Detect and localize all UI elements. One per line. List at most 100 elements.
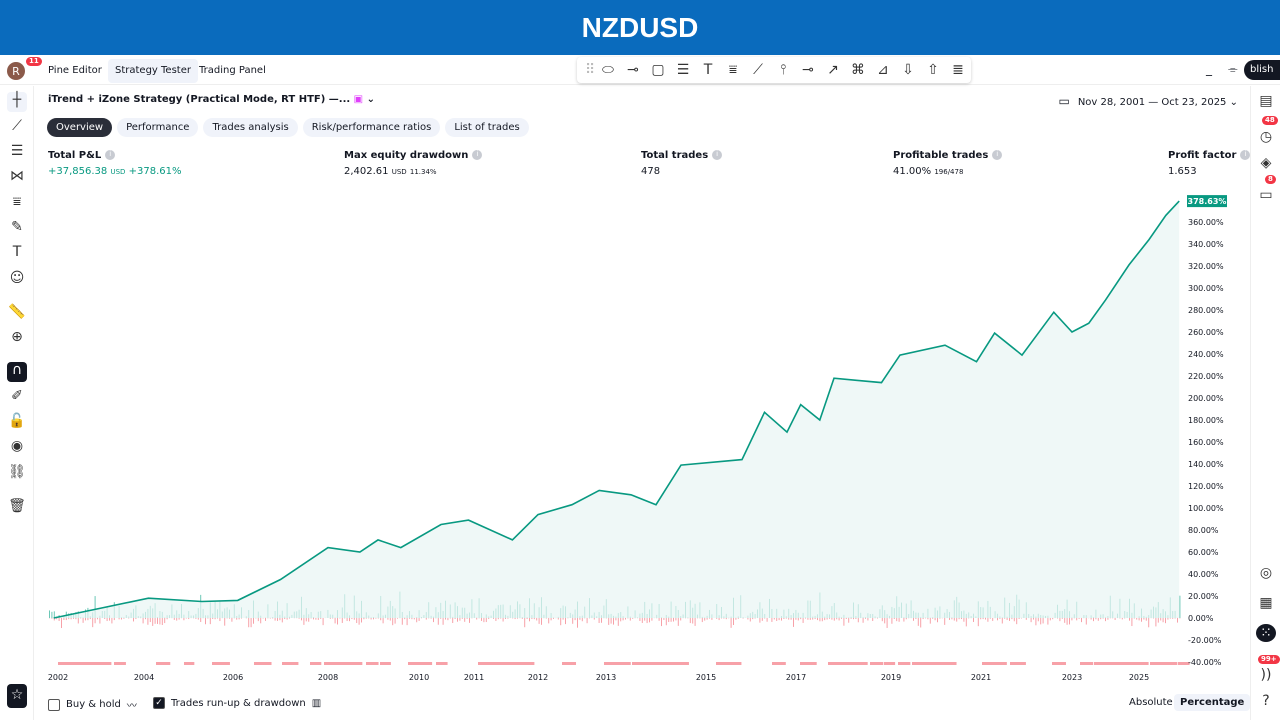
tab-trading-panel[interactable]: Trading Panel <box>199 65 266 76</box>
lock-icon[interactable]: 🔓 <box>8 413 26 429</box>
drawdown-bar <box>1133 618 1135 619</box>
info-icon[interactable]: i <box>472 150 483 160</box>
layers-icon[interactable]: ◈ <box>1260 155 1272 171</box>
chat-icon[interactable]: ▭ <box>1259 187 1273 203</box>
ellipse-icon[interactable]: ⬭ <box>602 62 614 78</box>
drawdown-bar <box>730 618 732 628</box>
text-icon[interactable]: T <box>703 62 713 78</box>
alerts-icon[interactable]: ◷ <box>1259 129 1273 145</box>
signal-icon[interactable]: )) <box>1260 667 1272 683</box>
drawdown-period <box>478 662 493 665</box>
left-toolbar: ┼ ⟋ ☰ ⋈ ⩸ ✎ T ☺ 📏 ⊕ ∩ ✐ 🔓 ◉ ⛓ 🗑 ☆ <box>0 86 34 720</box>
maximize-button[interactable]: ⌯ <box>1228 62 1238 76</box>
drawdown-bar <box>661 618 662 627</box>
equity-chart[interactable]: -40.00% -20.00% 0.00% 20.00% 40.00% 60.00% 80.… <box>40 190 1240 690</box>
info-icon[interactable]: i <box>992 150 1003 160</box>
tab-overview[interactable]: Overview <box>47 118 113 137</box>
lock-drawing-icon[interactable]: ✐ <box>11 388 23 404</box>
lines-icon[interactable]: ☰ <box>676 62 690 78</box>
minimize-button[interactable]: _ <box>1206 62 1212 76</box>
emoji-icon[interactable]: ☺ <box>9 270 25 286</box>
trash-icon[interactable]: 🗑 <box>8 498 26 514</box>
runup-checkbox[interactable]: ✓ <box>153 697 165 709</box>
text-icon[interactable]: T <box>12 244 22 260</box>
brush-icon[interactable]: ✎ <box>11 219 23 235</box>
arrow-line-icon[interactable]: ↗ <box>827 62 839 78</box>
rectangle-icon[interactable]: ▢ <box>651 62 665 78</box>
favorites-star-icon[interactable]: ☆ <box>7 684 27 708</box>
apps-grid-icon[interactable]: ⁙ <box>1256 624 1276 642</box>
percentage-button[interactable]: Percentage <box>1174 694 1251 711</box>
info-icon[interactable]: i <box>105 150 116 160</box>
drawdown-period <box>800 662 817 665</box>
info-icon[interactable]: i <box>1240 150 1251 160</box>
drawdown-bar <box>917 618 919 626</box>
drawdown-period <box>212 662 230 665</box>
tab-performance[interactable]: Performance <box>117 118 199 137</box>
info-icon[interactable]: i <box>712 150 723 160</box>
link-icon[interactable]: ⛓ <box>8 464 26 480</box>
eye-icon[interactable]: ◉ <box>10 438 24 454</box>
target-icon[interactable]: ◎ <box>1259 565 1273 581</box>
runup-toggle[interactable]: ✓ Trades run-up & drawdown ▥ <box>153 697 321 709</box>
settings-lines-icon[interactable]: ≣ <box>952 62 964 78</box>
crosshair-icon[interactable]: ┼ <box>7 92 27 112</box>
drawdown-bar <box>401 618 403 625</box>
chevron-down-icon[interactable]: ⌄ <box>366 94 375 105</box>
forecast-icon[interactable]: ⩸ <box>12 194 22 210</box>
absolute-button[interactable]: Absolute <box>1129 697 1173 708</box>
vertical-line-icon[interactable]: ⫯ <box>779 62 787 78</box>
trendline-icon[interactable]: ⟋ <box>12 118 22 134</box>
fib-icon[interactable]: ☰ <box>10 143 24 159</box>
trendline-icon[interactable]: ⟋ <box>753 62 763 78</box>
drawdown-bar <box>341 618 343 623</box>
publish-button[interactable]: blish <box>1244 60 1280 80</box>
arrow-down-icon[interactable]: ⇩ <box>902 62 914 78</box>
calendar-icon[interactable]: ▦ <box>1259 595 1273 611</box>
segment-icon[interactable]: ⊸ <box>627 62 639 78</box>
drag-handle-icon[interactable]: ⠿ <box>585 62 596 78</box>
arrow-up-icon[interactable]: ⇧ <box>927 62 939 78</box>
help-icon[interactable]: ? <box>1262 693 1270 709</box>
buy-hold-toggle[interactable]: Buy & hold 〰 <box>48 697 137 712</box>
drawdown-bar <box>773 618 775 620</box>
magnet-icon[interactable]: ∩ <box>7 362 27 382</box>
drawdown-bar <box>279 618 281 621</box>
drawdown-bar <box>430 618 432 619</box>
tab-trades-analysis[interactable]: Trades analysis <box>203 118 298 137</box>
pattern-icon[interactable]: ⌘ <box>851 62 865 78</box>
drawdown-bar <box>526 618 528 620</box>
drawdown-bar <box>1177 618 1178 623</box>
horizontal-line-icon[interactable]: ⊸ <box>802 62 814 78</box>
watchlist-icon[interactable]: ▤ <box>1259 93 1273 109</box>
buy-hold-checkbox[interactable] <box>48 698 60 711</box>
drawdown-period <box>842 662 857 665</box>
drawdown-bar <box>389 618 391 621</box>
avatar[interactable]: R <box>7 62 25 80</box>
drawdown-bar <box>692 618 694 624</box>
drawdown-bar <box>1018 618 1020 620</box>
drawdown-bar <box>70 618 72 620</box>
strategy-title[interactable]: iTrend + iZone Strategy (Practical Mode,… <box>48 94 375 105</box>
tab-list-of-trades[interactable]: List of trades <box>445 118 529 137</box>
drawdown-bar <box>495 618 497 621</box>
tab-risk-ratios[interactable]: Risk/performance ratios <box>302 118 441 137</box>
tab-strategy-tester[interactable]: Strategy Tester <box>108 59 198 83</box>
drawdown-period <box>856 662 868 665</box>
ruler-icon[interactable]: 📏 <box>8 304 26 320</box>
drawdown-bar <box>977 618 979 627</box>
drawdown-bar <box>1049 618 1051 621</box>
drawdown-period <box>86 662 104 665</box>
drawdown-period <box>912 662 927 665</box>
tab-pine-editor[interactable]: Pine Editor <box>48 65 102 76</box>
drawdown-bar <box>651 618 653 621</box>
drawdown-bar <box>358 618 360 625</box>
drawdown-bar <box>387 618 389 620</box>
fan-icon[interactable]: ⊿ <box>877 62 889 78</box>
date-range-selector[interactable]: ▭ Nov 28, 2001 — Oct 23, 2025 ⌄ <box>1058 94 1238 108</box>
drawdown-bar <box>833 618 835 621</box>
drawdown-bar <box>788 618 790 620</box>
pattern-icon[interactable]: ⋈ <box>10 168 24 184</box>
ranges-icon[interactable]: ⩸ <box>728 62 738 78</box>
zoom-icon[interactable]: ⊕ <box>11 329 23 345</box>
